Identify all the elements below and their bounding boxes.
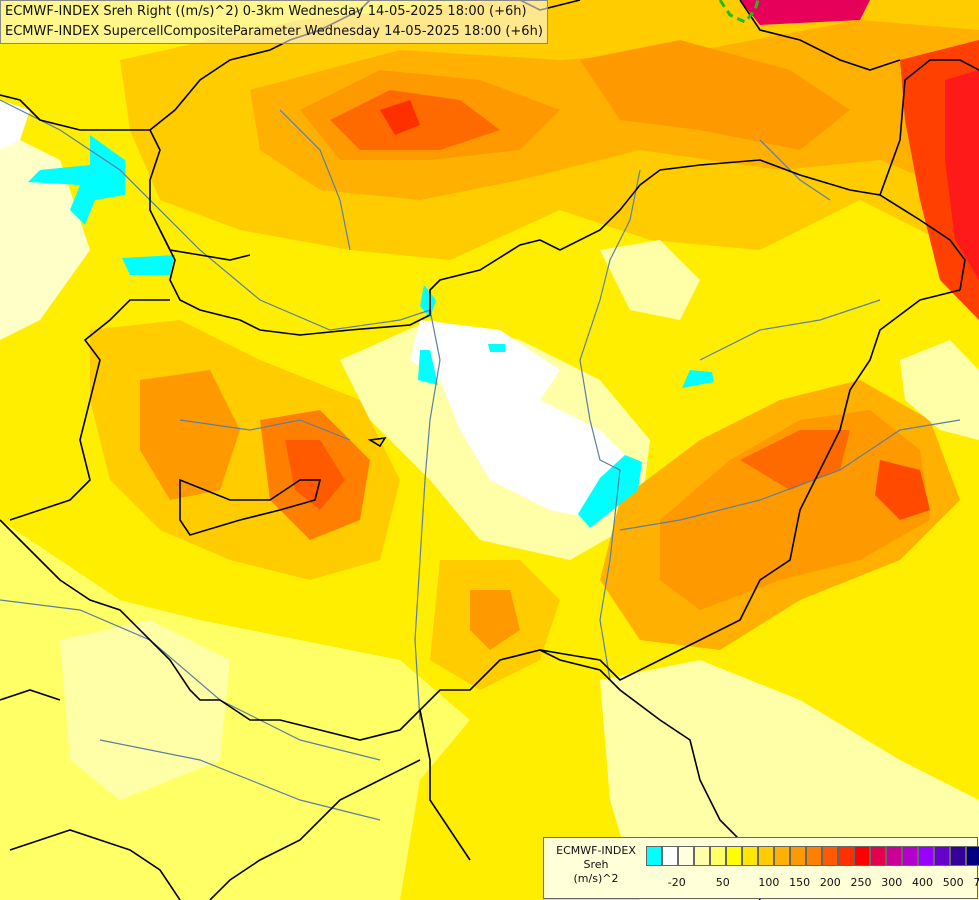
map-title-box: ECMWF-INDEX Sreh Right ((m/s)^2) 0-3km W… (0, 0, 548, 44)
orange-west-core (140, 370, 240, 500)
legend-swatch (742, 846, 758, 866)
white-central (410, 320, 640, 520)
legend-label: 400 (911, 876, 933, 889)
legend-swatch (726, 846, 742, 866)
red-core-north (380, 100, 420, 135)
legend-swatch (950, 846, 966, 866)
legend-swatch (646, 846, 662, 866)
legend-label: 150 (789, 876, 811, 889)
legend-swatch (966, 846, 979, 866)
legend-swatch (790, 846, 806, 866)
cyan-area-central (578, 455, 642, 528)
red-east-blob-2 (875, 460, 930, 520)
orange-northeast (580, 40, 850, 150)
scp-contour (718, 0, 760, 24)
legend-swatch (678, 846, 694, 866)
legend-swatch (870, 846, 886, 866)
cyan-area-border (122, 255, 175, 275)
cyan-area-small (488, 344, 505, 352)
legend-swatch (774, 846, 790, 866)
orange-east-core (660, 410, 930, 610)
legend-title-variable: Sreh (583, 858, 609, 871)
magenta-top-core (740, 0, 870, 25)
red-east-core (945, 70, 979, 280)
legend-label: 700 (973, 876, 979, 889)
map-title-line1: ECMWF-INDEX Sreh Right ((m/s)^2) 0-3km W… (5, 4, 527, 19)
legend-label: -20 (667, 876, 686, 889)
legend-swatch (902, 846, 918, 866)
pale-east-spot (900, 340, 979, 440)
legend-label: 50 (715, 876, 730, 889)
cyan-area-danube-2 (418, 350, 438, 385)
pale-region-south (60, 620, 230, 800)
cyan-area-danube-1 (420, 285, 436, 318)
legend-label: 500 (942, 876, 964, 889)
legend-swatch (838, 846, 854, 866)
red-west-core (285, 440, 345, 510)
map-title-line2: ECMWF-INDEX SupercellCompositeParameter … (5, 24, 543, 39)
legend-label: 200 (819, 876, 841, 889)
legend-swatch (886, 846, 902, 866)
cyan-area-east (682, 370, 714, 388)
red-east-blob (740, 430, 850, 490)
legend-swatch (758, 846, 774, 866)
legend-swatch (662, 846, 678, 866)
legend-title: ECMWF-INDEX Sreh (m/s)^2 (548, 844, 644, 886)
white-northwest (0, 100, 30, 150)
rivers (0, 99, 961, 821)
color-legend: ECMWF-INDEX Sreh (m/s)^2 -20 50 100 150 200 2… (543, 837, 979, 899)
legend-swatch (854, 846, 870, 866)
legend-swatch (806, 846, 822, 866)
legend-label: 100 (758, 876, 780, 889)
legend-label: 300 (881, 876, 903, 889)
legend-swatch (710, 846, 726, 866)
pale-hungary-north (600, 240, 700, 320)
orange-south-core (470, 590, 520, 650)
legend-title-source: ECMWF-INDEX (556, 844, 636, 857)
legend-label: 250 (850, 876, 872, 889)
legend-title-unit: (m/s)^2 (573, 872, 619, 885)
legend-swatch (694, 846, 710, 866)
legend-swatch (822, 846, 838, 866)
legend-swatch (918, 846, 934, 866)
legend-swatch (934, 846, 950, 866)
